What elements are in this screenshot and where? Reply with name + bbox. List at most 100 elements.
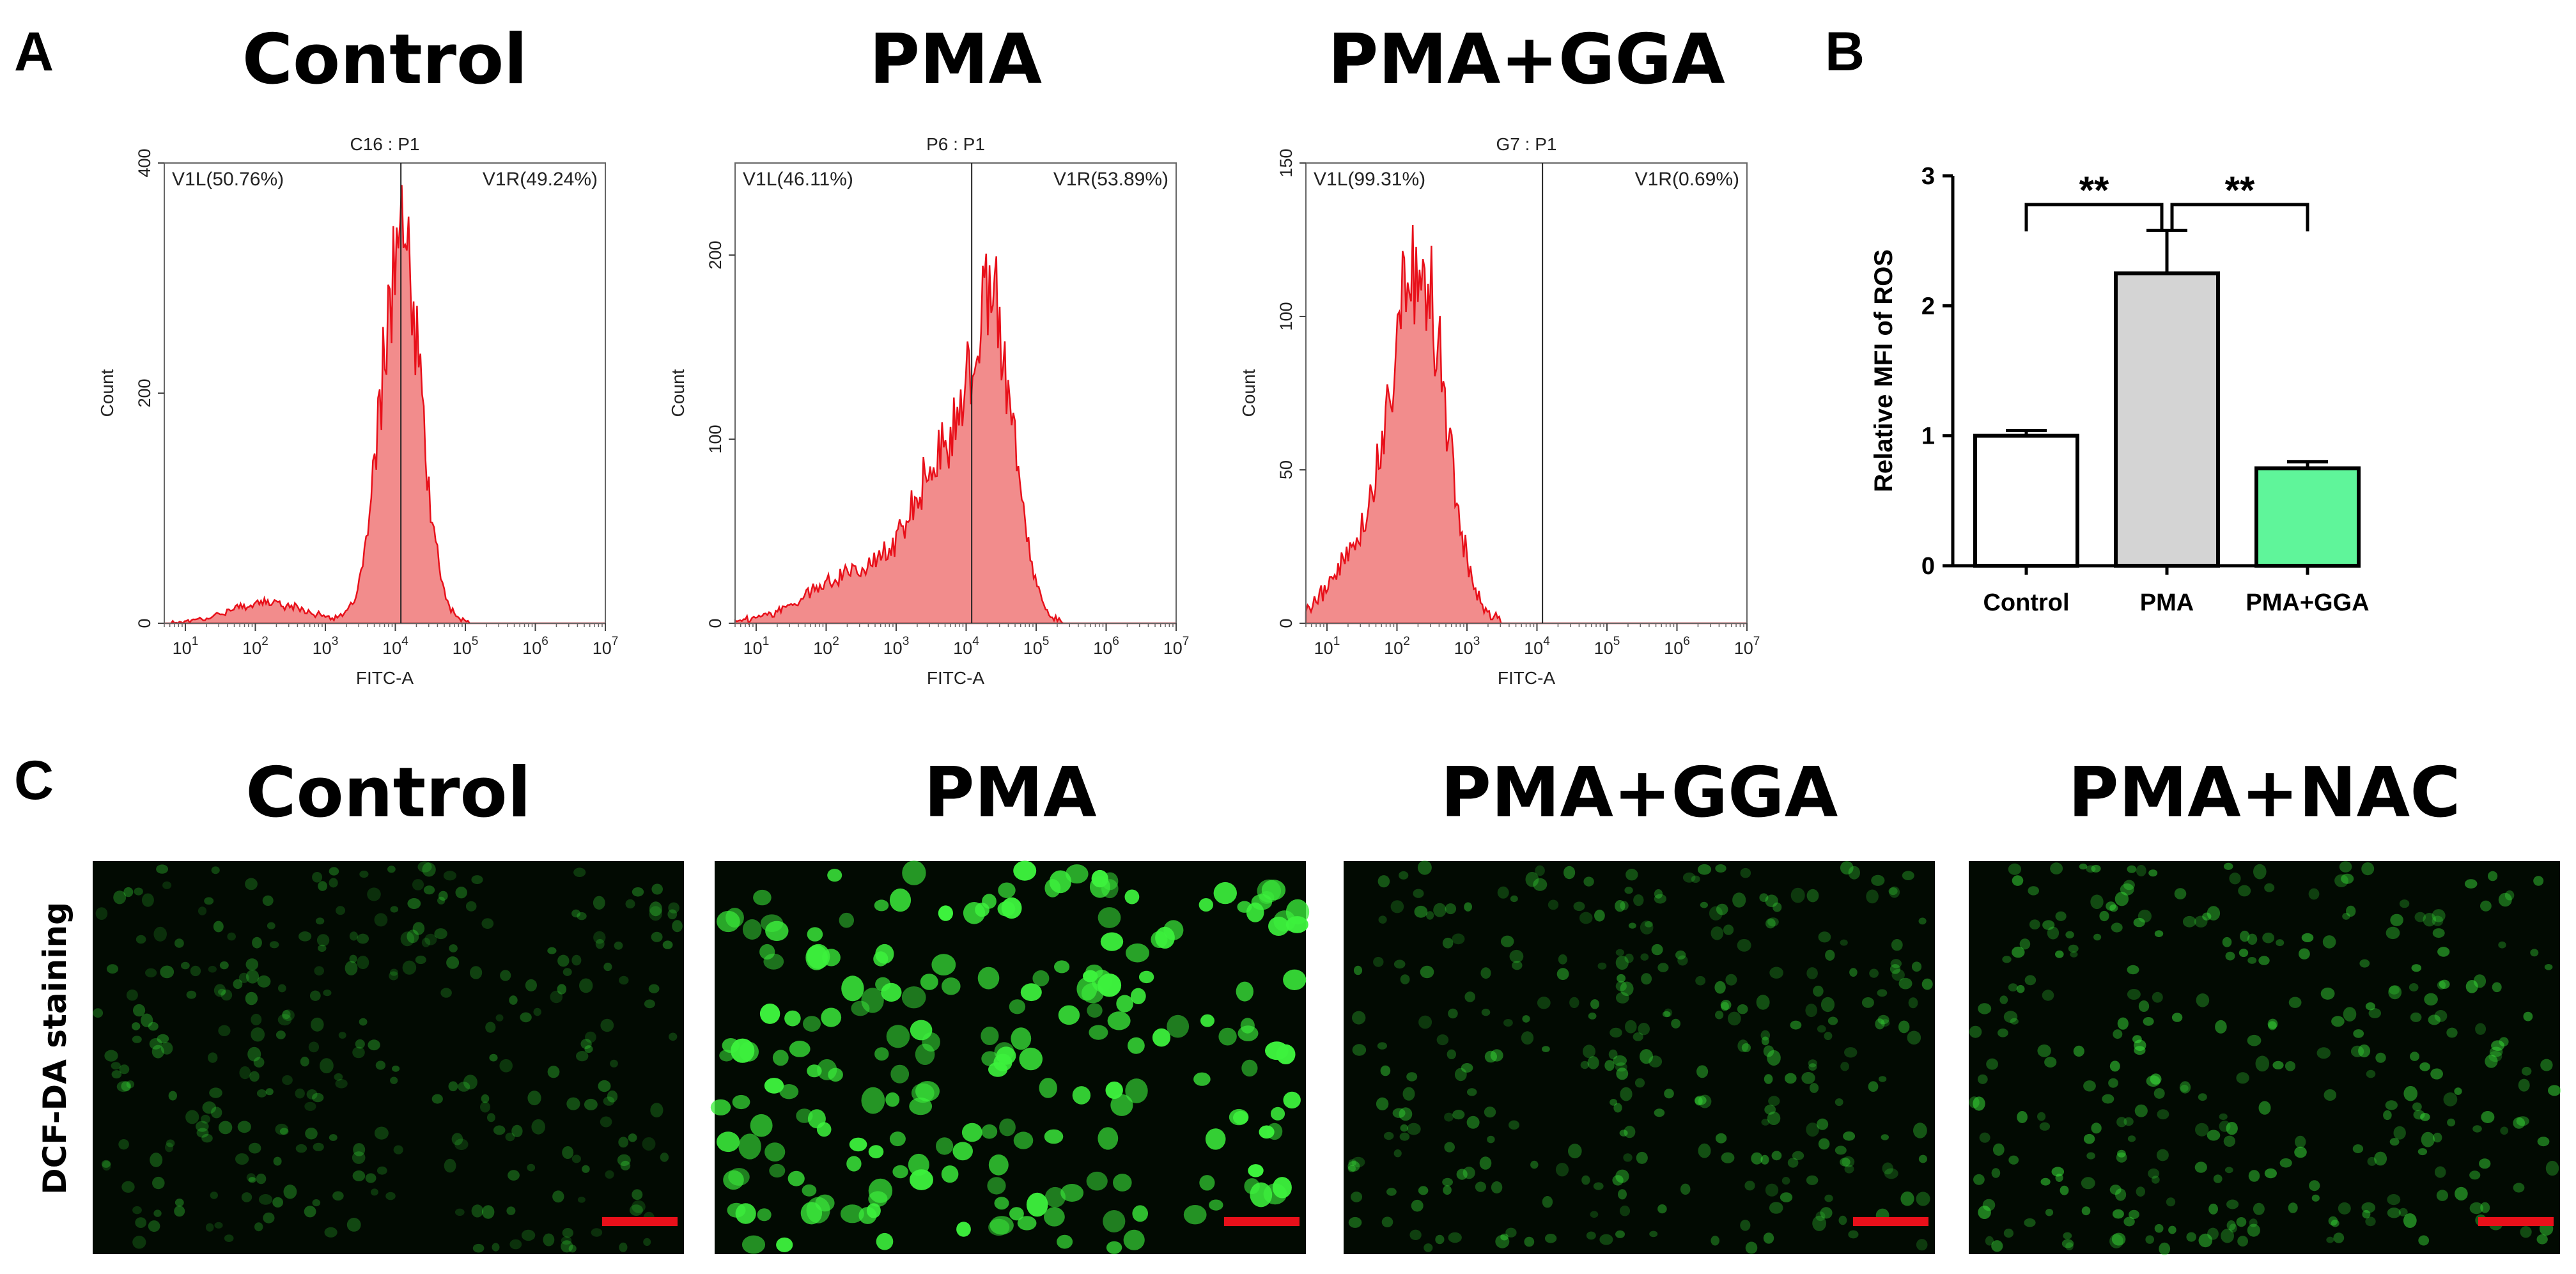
cell (2387, 1194, 2401, 1206)
cell (2109, 1185, 2122, 1195)
cell (2359, 959, 2370, 968)
cell (2361, 862, 2375, 876)
x-tick-label: 101 (1314, 635, 1340, 658)
cell (2264, 1168, 2277, 1179)
cell (1209, 1199, 1223, 1211)
cell (205, 1223, 214, 1232)
cell (152, 1176, 165, 1190)
cell (1100, 932, 1124, 951)
cell (1977, 1074, 1988, 1084)
cell (1806, 889, 1819, 903)
cell (952, 1142, 973, 1161)
cell (1657, 1204, 1667, 1214)
cell (2365, 1216, 2376, 1227)
cell (1624, 887, 1633, 894)
cell (651, 883, 663, 895)
cell (1792, 1151, 1804, 1160)
cell (2133, 917, 2145, 928)
cell (218, 1121, 233, 1135)
cell (1098, 1127, 1119, 1150)
cell (750, 1114, 773, 1137)
cell (717, 1131, 740, 1153)
cell (2134, 1046, 2146, 1055)
cell (2208, 1203, 2218, 1215)
x-axis-label: FITC-A (1498, 668, 1556, 688)
cell (2419, 1062, 2430, 1071)
cell (2083, 1133, 2095, 1144)
cell (2060, 1185, 2069, 1195)
cell (1283, 969, 1307, 990)
cell (1711, 1236, 1719, 1246)
cell (1509, 949, 1524, 963)
x-tick-label: 103 (1454, 635, 1480, 658)
cell (2134, 1039, 2146, 1051)
cell (1615, 1169, 1629, 1183)
cell (2223, 1135, 2236, 1147)
cell (2102, 1094, 2114, 1104)
cell (248, 1177, 256, 1183)
cell (582, 1165, 590, 1173)
y-tick-label: 50 (1276, 460, 1296, 479)
cell (218, 1025, 231, 1036)
cell (135, 1217, 147, 1228)
cell (1466, 1115, 1480, 1129)
cell (1813, 985, 1824, 997)
cell (2055, 950, 2064, 958)
cell (1969, 1025, 1982, 1038)
x-tick-label: 102 (242, 635, 268, 658)
cell (318, 944, 327, 952)
cell (1019, 1047, 1043, 1071)
cell (2024, 975, 2037, 986)
cell (1697, 864, 1712, 875)
cell (1593, 1182, 1604, 1190)
cell (500, 970, 511, 981)
cell (2432, 915, 2444, 926)
cell (1737, 1039, 1749, 1052)
cell (920, 974, 938, 990)
cell (1918, 917, 1927, 925)
cell (2229, 873, 2241, 885)
cell (1110, 1094, 1133, 1116)
cell (2366, 1069, 2376, 1078)
cell (2195, 1123, 2209, 1137)
cell (1414, 905, 1428, 918)
cell (1695, 1096, 1703, 1106)
cell (389, 971, 399, 981)
cell (1902, 871, 1914, 880)
cell (1013, 1131, 1034, 1149)
cell (593, 896, 605, 910)
histogram-title: PMA (869, 20, 1043, 100)
x-tick-label: 102 (813, 635, 839, 658)
cell (1638, 1023, 1650, 1036)
cell (156, 864, 169, 874)
cell (2070, 951, 2078, 958)
cell (1765, 894, 1778, 908)
cell (2264, 883, 2275, 892)
cell (1625, 1020, 1637, 1034)
cell (151, 1045, 164, 1059)
cell (828, 1068, 843, 1082)
cell (277, 984, 286, 993)
cell (1741, 1043, 1751, 1052)
cell (1393, 959, 1406, 969)
cell (2418, 1235, 2430, 1246)
cell (1891, 939, 1903, 951)
cell (2068, 944, 2079, 953)
cell (150, 1153, 163, 1167)
cell (1698, 1094, 1712, 1108)
cell (508, 1170, 520, 1181)
cell (1751, 1152, 1763, 1165)
cell (605, 1170, 614, 1179)
cell (1890, 959, 1902, 968)
cell (1640, 953, 1649, 961)
cell (988, 1218, 1010, 1236)
cell (807, 927, 823, 942)
cell (584, 1098, 598, 1110)
cell (648, 984, 660, 993)
cell (2039, 1122, 2051, 1131)
cell (1377, 875, 1390, 888)
cell (650, 1103, 663, 1118)
cell (196, 1128, 209, 1138)
cell (136, 935, 146, 944)
